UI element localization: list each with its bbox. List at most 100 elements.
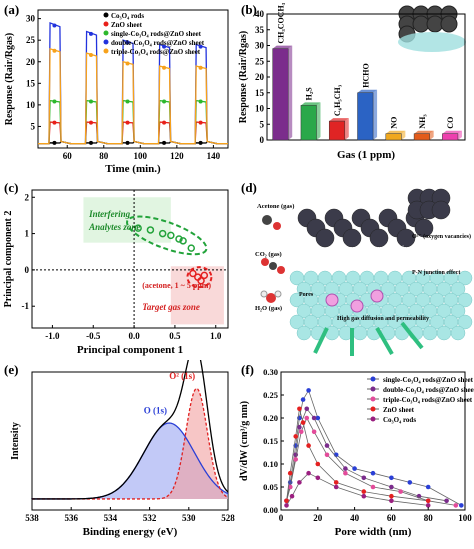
x-tick-label: 0.0: [128, 331, 140, 341]
annotation-interfering-1: Interfering: [88, 209, 131, 219]
series-point: [361, 475, 367, 481]
y-tick-label: 0.25: [263, 390, 278, 400]
series-point: [287, 470, 293, 476]
annotation-target: Target gas zone: [142, 302, 200, 312]
x-axis-title: Gas (1 ppm): [337, 149, 395, 161]
series-point: [425, 503, 431, 508]
y-tick-label: 30: [26, 14, 36, 24]
label-o-vacancies: O²⁻ (oxygen vacancies): [412, 233, 471, 240]
panel-b: CH₃COCH₃ H₂S C₆H₅CH₃ HCHO NO NH₃ CO 0 5 10 15 20 25 3…: [237, 0, 474, 178]
bar-side: [457, 130, 462, 140]
bar: [442, 133, 459, 141]
series-point: [315, 461, 321, 467]
legend-label: single-Co₃O₄ rods@ZnO sheet: [111, 30, 202, 38]
inset-rod: [440, 15, 458, 33]
legend-marker: [103, 21, 109, 27]
y-tick-label: 10: [26, 100, 36, 110]
panel-c-tag: (c): [4, 180, 19, 195]
legend-label: ZnO sheet: [111, 21, 143, 29]
bar: [413, 133, 430, 141]
x-tick-label: 120: [170, 151, 184, 161]
y-tick-label: 15: [255, 88, 265, 98]
bar-top: [385, 130, 406, 134]
series-point: [315, 475, 321, 481]
scatter-point: [175, 235, 183, 243]
legend-label: Co₃O₄ rods: [383, 416, 416, 424]
x-tick-label: 1.0: [210, 331, 222, 341]
panel-e-tag: (e): [4, 362, 19, 377]
x-axis-title: Binding energy (eV): [83, 526, 178, 538]
annotation-interfering-2: Analytes zone: [88, 222, 140, 232]
y-tick-label: 25: [26, 35, 36, 45]
series-point: [324, 443, 330, 448]
pore: [370, 289, 384, 303]
series-point: [297, 480, 302, 485]
legend-marker: [103, 39, 109, 45]
molecule-atom: [274, 290, 282, 298]
interfering-ellipse: [126, 215, 208, 256]
bar-top: [357, 89, 378, 93]
x-tick-label: 538: [25, 513, 39, 523]
bar-label: H₂S: [305, 87, 314, 101]
y-tick-label: 40: [255, 9, 265, 19]
panel-d: Acetone (gas) CO₂ (gas) H₂O (gas) Numerous …: [237, 178, 474, 360]
panel-d-tag: (d): [241, 180, 257, 195]
series-point: [297, 424, 302, 430]
legend-label: double-Co₃O₄ rods@ZnO sheet: [111, 39, 205, 47]
scatter-point: [146, 226, 155, 234]
series-point: [453, 503, 459, 508]
y-tick-label: 25: [255, 56, 265, 66]
x-tick-label: 528: [221, 513, 235, 523]
interfering-zone: [83, 197, 171, 243]
series-point: [287, 484, 293, 490]
series-point: [425, 498, 431, 504]
panel-a-tag: (a): [4, 2, 20, 17]
y-tick-label: 35: [255, 25, 265, 35]
target-zone: [170, 266, 224, 325]
annotation-acetone: (acetone, 1 ~ 5 ppm): [142, 281, 211, 290]
scatter-point: [187, 244, 195, 252]
legend-marker: [103, 30, 109, 36]
y-tick-label: 0.10: [263, 459, 278, 469]
label-h2o: H₂O (gas): [255, 305, 282, 312]
bar: [328, 120, 346, 141]
legend-label: double-Co₃O₄ rods@ZnO sheet: [383, 386, 474, 394]
x-axis-title: Pore width (nm): [335, 526, 412, 538]
bar-side: [344, 118, 349, 140]
panel-c: Interfering Analytes zone (acetone, 1 ~ 5 …: [0, 178, 237, 360]
series-point: [343, 466, 348, 471]
series-point: [311, 415, 317, 421]
series-point: [300, 420, 306, 425]
series-point: [389, 484, 394, 490]
zno-sphere: [352, 325, 368, 341]
o2s-fill: [32, 388, 228, 499]
inset-sheet: [398, 32, 466, 52]
co3o4-rod-sphere: [431, 200, 451, 220]
legend-marker: [103, 48, 109, 54]
co3o4-rod-sphere: [396, 228, 416, 248]
series-point: [425, 484, 431, 490]
label-diffusion: High gas diffusion and permeability: [337, 316, 429, 322]
label-pores: Pores: [299, 292, 314, 298]
series-point: [444, 498, 449, 504]
series-point: [289, 493, 295, 499]
x-tick-label: 530: [182, 513, 196, 523]
series-point: [389, 493, 394, 499]
series-point: [333, 480, 339, 485]
series-line-0: [286, 389, 462, 506]
bar: [300, 105, 317, 141]
legend-marker: [370, 416, 376, 422]
series-point: [304, 406, 310, 412]
y-tick-label: 0.00: [263, 505, 278, 515]
x-tick-label: 60: [63, 151, 73, 161]
bar-side: [429, 130, 434, 140]
series-point: [306, 470, 311, 476]
legend-marker: [103, 12, 109, 18]
diffusion-arrow: [313, 327, 329, 354]
bar-side: [316, 102, 321, 140]
pore: [325, 293, 339, 307]
bar-side: [401, 130, 406, 140]
series-line-4: [38, 47, 228, 145]
series-point: [389, 498, 394, 504]
scatter-point: [167, 231, 175, 240]
